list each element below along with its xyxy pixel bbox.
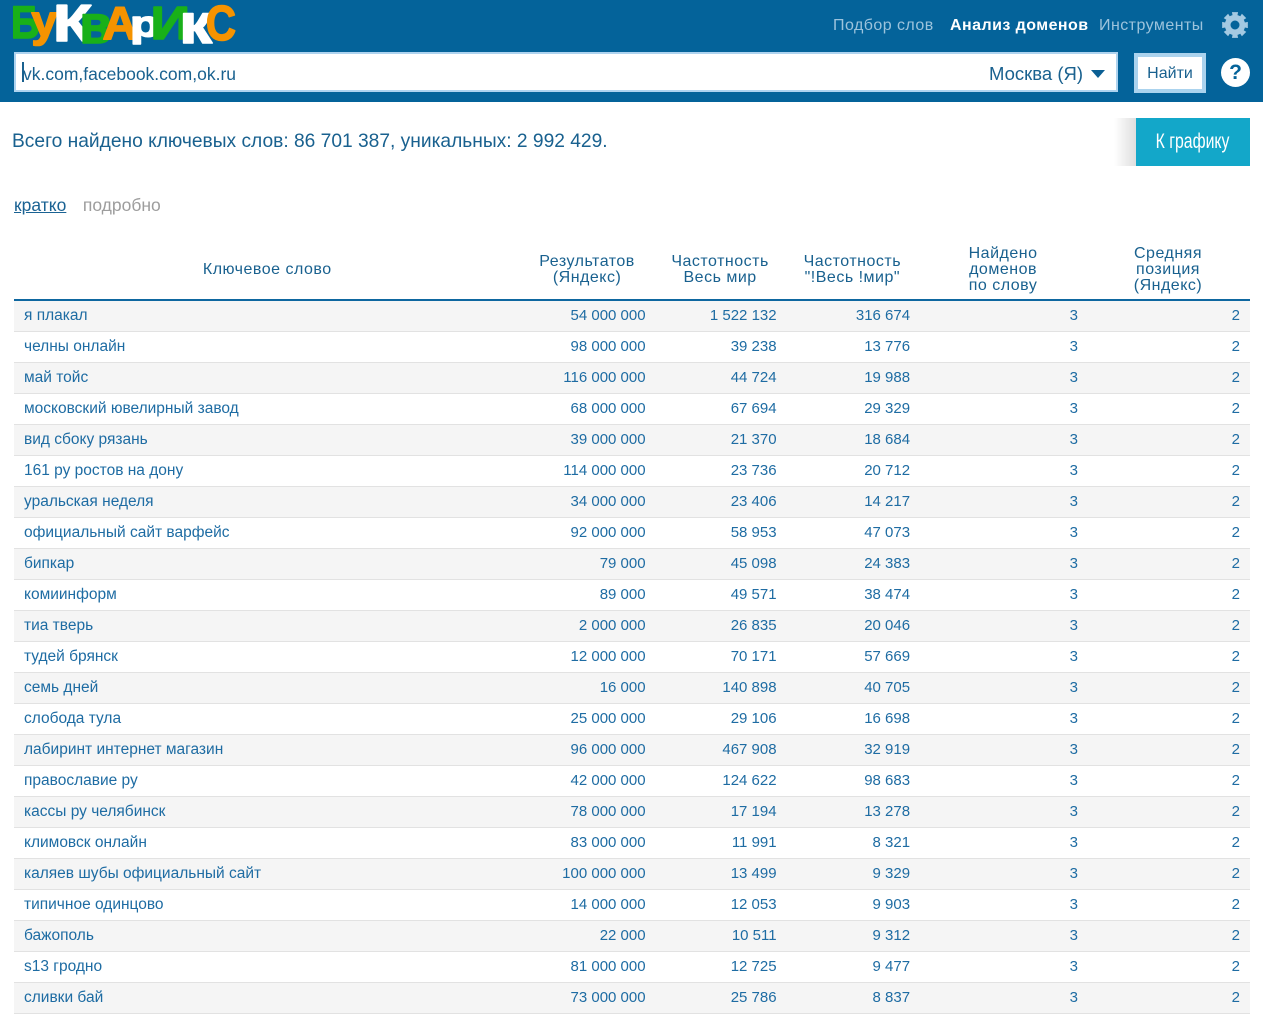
svg-text:к: к xyxy=(179,0,212,50)
svg-text:А: А xyxy=(103,0,138,49)
svg-text:С: С xyxy=(206,0,236,50)
svg-text:Б: Б xyxy=(11,0,40,48)
svg-text:р: р xyxy=(130,2,160,44)
svg-text:в: в xyxy=(80,0,112,50)
svg-text:К: К xyxy=(53,0,92,50)
svg-text:у: у xyxy=(31,0,57,46)
svg-text:И: И xyxy=(151,0,191,49)
